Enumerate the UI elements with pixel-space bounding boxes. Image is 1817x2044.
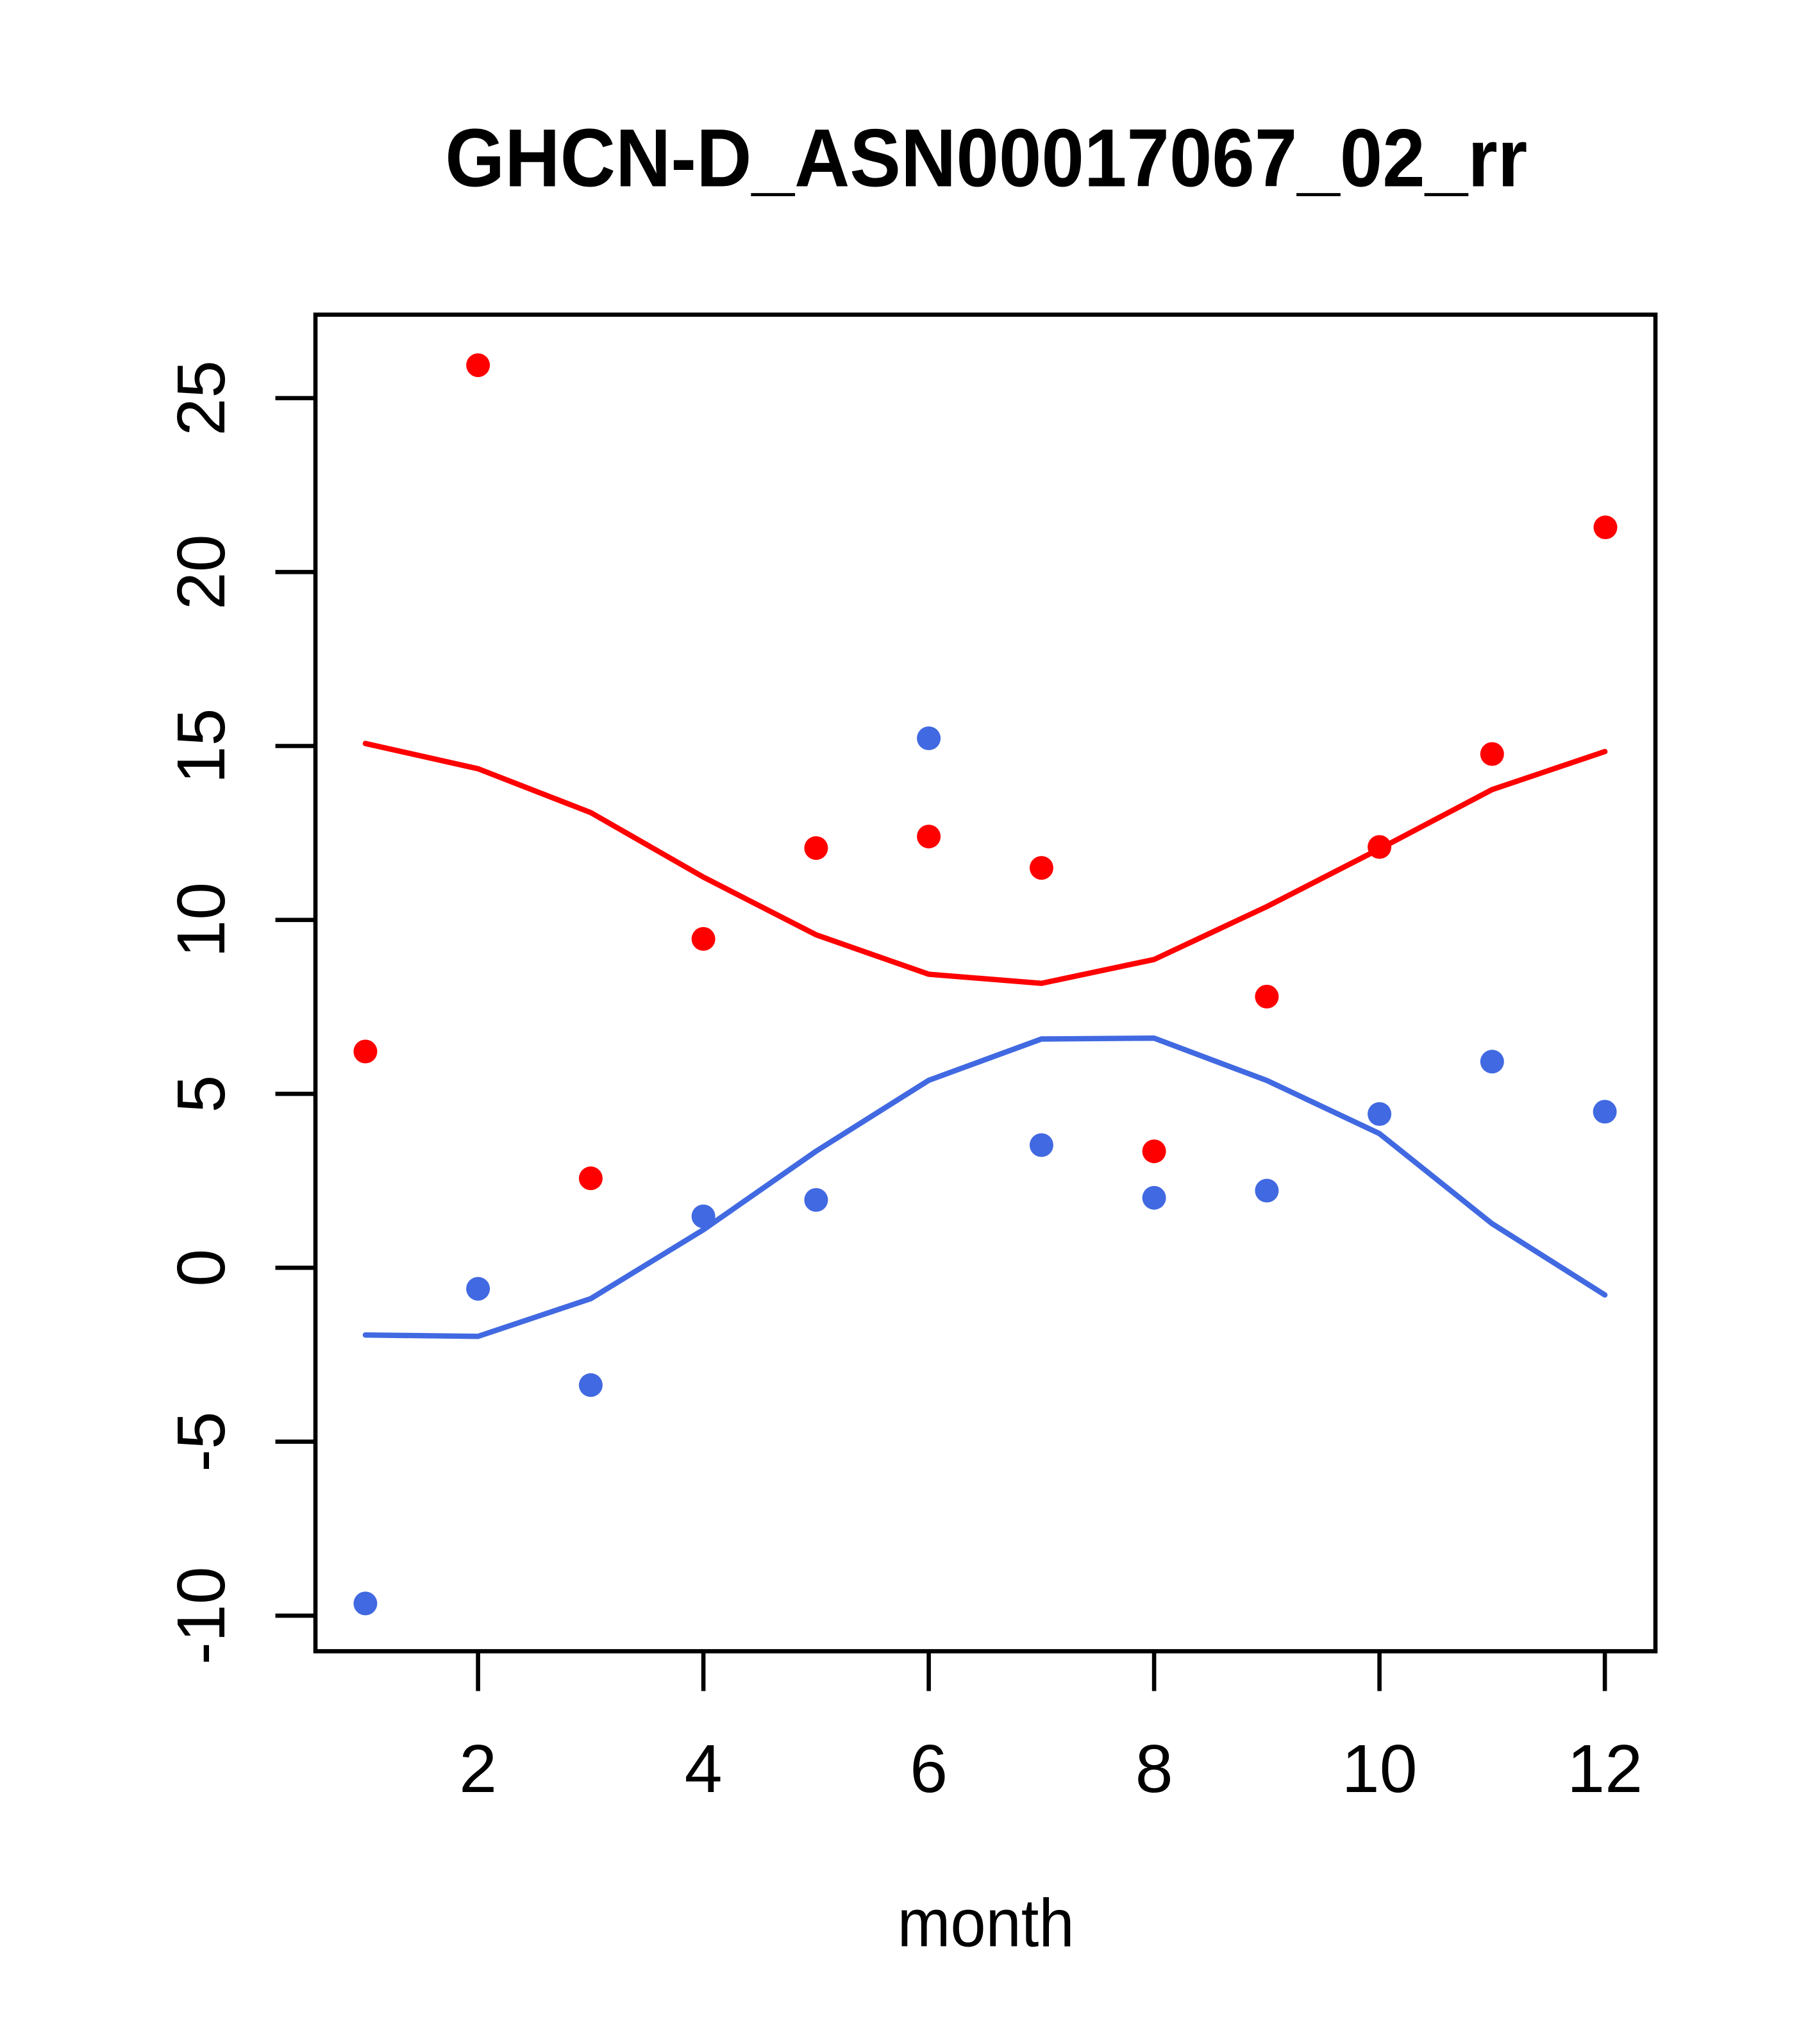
- svg-text:GHCN-D_ASN00017067_02_rr: GHCN-D_ASN00017067_02_rr: [445, 113, 1527, 205]
- svg-text:5: 5: [163, 1075, 239, 1113]
- svg-text:20: 20: [163, 534, 239, 610]
- svg-text:-10: -10: [163, 1566, 239, 1664]
- svg-text:2: 2: [459, 1731, 497, 1807]
- svg-text:10: 10: [1342, 1731, 1418, 1807]
- svg-text:4: 4: [685, 1731, 723, 1807]
- svg-text:month: month: [898, 1886, 1075, 1961]
- svg-text:12: 12: [1567, 1731, 1643, 1807]
- svg-text:8: 8: [1135, 1731, 1173, 1807]
- svg-text:10: 10: [163, 882, 239, 958]
- svg-text:0: 0: [163, 1249, 239, 1287]
- svg-text:-5: -5: [163, 1411, 239, 1471]
- svg-text:15: 15: [163, 708, 239, 784]
- svg-text:25: 25: [163, 360, 239, 436]
- svg-text:6: 6: [910, 1731, 948, 1807]
